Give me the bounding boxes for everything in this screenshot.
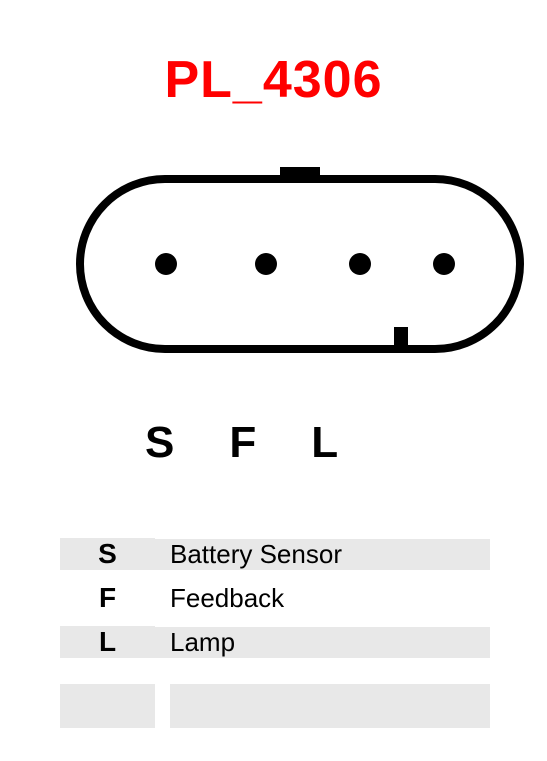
legend-row: S Battery Sensor [60, 532, 490, 576]
legend-value: Lamp [155, 627, 490, 658]
legend-empty-row [60, 684, 490, 728]
pin-3 [349, 253, 371, 275]
legend-row: L Lamp [60, 620, 490, 664]
pin-labels-row: S F L [145, 418, 338, 468]
legend-spacer [60, 664, 490, 684]
legend-empty-key [60, 684, 155, 728]
pin-label-s: S [145, 418, 174, 468]
connector-title: PL_4306 [0, 50, 547, 110]
legend-empty-value [170, 684, 490, 728]
legend-key: S [60, 538, 155, 570]
pin-label-f: F [229, 418, 256, 468]
pin-2 [255, 253, 277, 275]
pin-4 [433, 253, 455, 275]
pin-label-l: L [311, 418, 338, 468]
legend-key: F [60, 582, 155, 614]
legend-table: S Battery Sensor F Feedback L Lamp [60, 532, 490, 728]
connector-notch [394, 327, 408, 351]
legend-value: Feedback [155, 583, 490, 614]
legend-value: Battery Sensor [155, 539, 490, 570]
legend-row: F Feedback [60, 576, 490, 620]
pin-1 [155, 253, 177, 275]
legend-key: L [60, 626, 155, 658]
connector-diagram [70, 165, 530, 375]
